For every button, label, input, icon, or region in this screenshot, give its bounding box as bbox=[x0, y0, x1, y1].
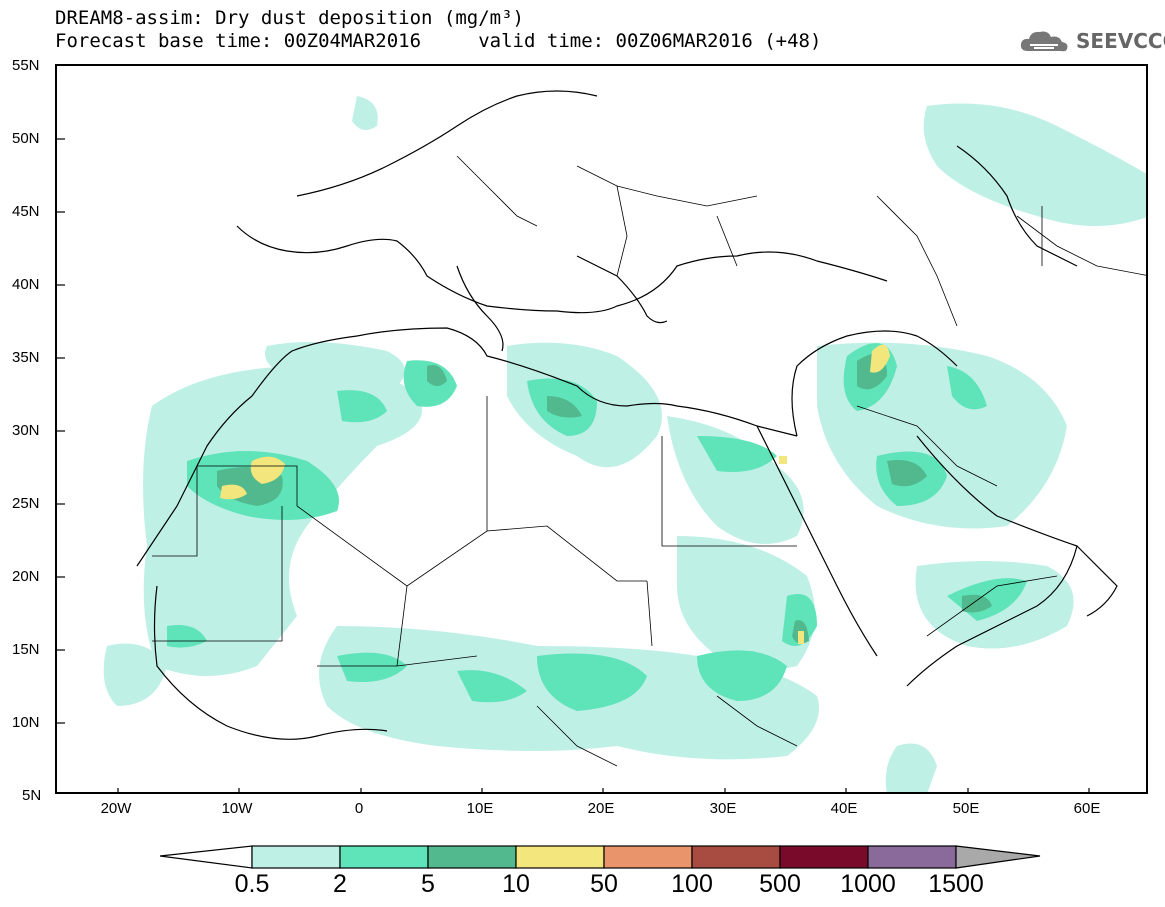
lat-label: 15N bbox=[12, 641, 40, 658]
colorbar-label: 1500 bbox=[928, 870, 984, 898]
colorbar-swatch bbox=[691, 845, 781, 869]
lon-label: 10W bbox=[221, 800, 253, 817]
seevccc-logo: SEEVCCC bbox=[1018, 26, 1165, 56]
colorbar bbox=[160, 845, 1041, 869]
colorbar-swatch bbox=[427, 845, 517, 869]
colorbar-label: 5 bbox=[421, 870, 435, 898]
colorbar-swatch bbox=[515, 845, 605, 869]
lat-label: 55N bbox=[12, 57, 40, 74]
lon-label: 30E bbox=[709, 800, 737, 817]
colorbar-swatch bbox=[603, 845, 693, 869]
colorbar-label: 500 bbox=[759, 870, 801, 898]
country-borders bbox=[152, 155, 1146, 767]
colorbar-label: 2 bbox=[333, 870, 347, 898]
lat-label: 5N bbox=[22, 787, 42, 804]
lon-label: 10E bbox=[466, 800, 494, 817]
forecast-times: Forecast base time: 00Z04MAR2016 valid t… bbox=[55, 30, 822, 52]
lon-label: 60E bbox=[1073, 800, 1101, 817]
colorbar-swatch bbox=[339, 845, 429, 869]
lon-label: 40E bbox=[830, 800, 858, 817]
colorbar-label: 10 bbox=[502, 870, 530, 898]
lat-label: 45N bbox=[12, 203, 40, 220]
colorbar-label: 0.5 bbox=[234, 870, 270, 898]
colorbar-label: 1000 bbox=[840, 870, 896, 898]
logo-text: SEEVCCC bbox=[1076, 29, 1165, 53]
lat-label: 20N bbox=[12, 568, 40, 585]
lon-label: 50E bbox=[952, 800, 980, 817]
axis-ticks bbox=[57, 138, 1090, 792]
colorbar-min-arrow bbox=[160, 845, 253, 869]
colorbar-swatch bbox=[251, 845, 341, 869]
lon-label: 20E bbox=[587, 800, 615, 817]
map-title: DREAM8-assim: Dry dust deposition (mg/m³… bbox=[55, 7, 524, 29]
lat-label: 40N bbox=[12, 276, 40, 293]
colorbar-max-arrow bbox=[955, 845, 1041, 869]
colorbar-swatch bbox=[867, 845, 957, 869]
map-area bbox=[55, 64, 1148, 794]
colorbar-label: 100 bbox=[671, 870, 713, 898]
coastlines bbox=[136, 90, 1118, 740]
lat-label: 25N bbox=[12, 495, 40, 512]
cloud-icon bbox=[1020, 31, 1068, 52]
lon-label: 0 bbox=[354, 800, 364, 817]
colorbar-swatch bbox=[779, 845, 869, 869]
lon-label: 20W bbox=[100, 800, 132, 817]
lat-label: 50N bbox=[12, 130, 40, 147]
lat-label: 10N bbox=[12, 714, 40, 731]
colorbar-label: 50 bbox=[590, 870, 618, 898]
dust-layer-yellow bbox=[220, 344, 890, 644]
lat-label: 30N bbox=[12, 422, 40, 439]
dust-deposition-map bbox=[57, 90, 1146, 792]
lat-label: 35N bbox=[12, 349, 40, 366]
